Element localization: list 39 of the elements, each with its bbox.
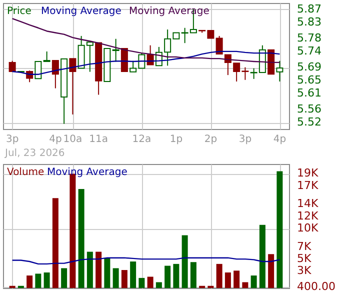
y-tick-label: 14K: [297, 197, 319, 210]
x-tick-label: 1p: [170, 134, 183, 145]
y-tick-label: 5K: [297, 252, 312, 266]
y-tick-label: 19K: [297, 166, 319, 180]
y-tick-label: 5.65: [297, 74, 322, 87]
y-tick-label: 12K: [297, 209, 319, 222]
text: Volume: [7, 167, 44, 178]
x-tick-label: 4p: [49, 134, 62, 145]
x-tick-label: 12a: [132, 134, 152, 145]
text: Moving Average: [47, 167, 128, 178]
x-tick-label: 4p: [273, 134, 286, 145]
candlestick: [52, 60, 59, 89]
x-tick-label: 11a: [89, 134, 108, 145]
text: Moving Average: [41, 6, 122, 17]
y-tick-label: 5.52: [297, 116, 322, 129]
y-tick-label: 3K: [297, 264, 312, 278]
x-tick-label: 3p: [6, 134, 19, 145]
candlestick: [8, 60, 16, 72]
y-tick-label: 5.74: [297, 44, 322, 58]
y-tick-label: 10K: [297, 222, 319, 235]
line-series: [12, 257, 280, 265]
y-tick-label: 400.00: [297, 280, 336, 294]
y-tick-label: 17K: [297, 178, 319, 192]
text: Jul, 23 2026: [4, 148, 65, 159]
x-tick-label: 10a: [63, 134, 82, 145]
candlestick: [34, 60, 42, 80]
y-tick-label: 7K: [297, 240, 312, 253]
text: Price: [7, 6, 32, 17]
x-tick-label: 3p: [238, 134, 252, 145]
y-tick-label: 5.87: [297, 2, 322, 16]
x-tick-label: 2p: [204, 134, 218, 145]
candlestick: [43, 50, 50, 62]
y-tick-label: 5.78: [297, 32, 322, 45]
y-tick-label: 5.69: [297, 60, 322, 74]
y-tick-label: 5.56: [297, 102, 322, 116]
y-tick-label: 5.61: [297, 86, 322, 100]
candlestick: [112, 38, 120, 62]
candlestick: [276, 60, 284, 82]
y-tick-label: 5.83: [297, 15, 322, 28]
